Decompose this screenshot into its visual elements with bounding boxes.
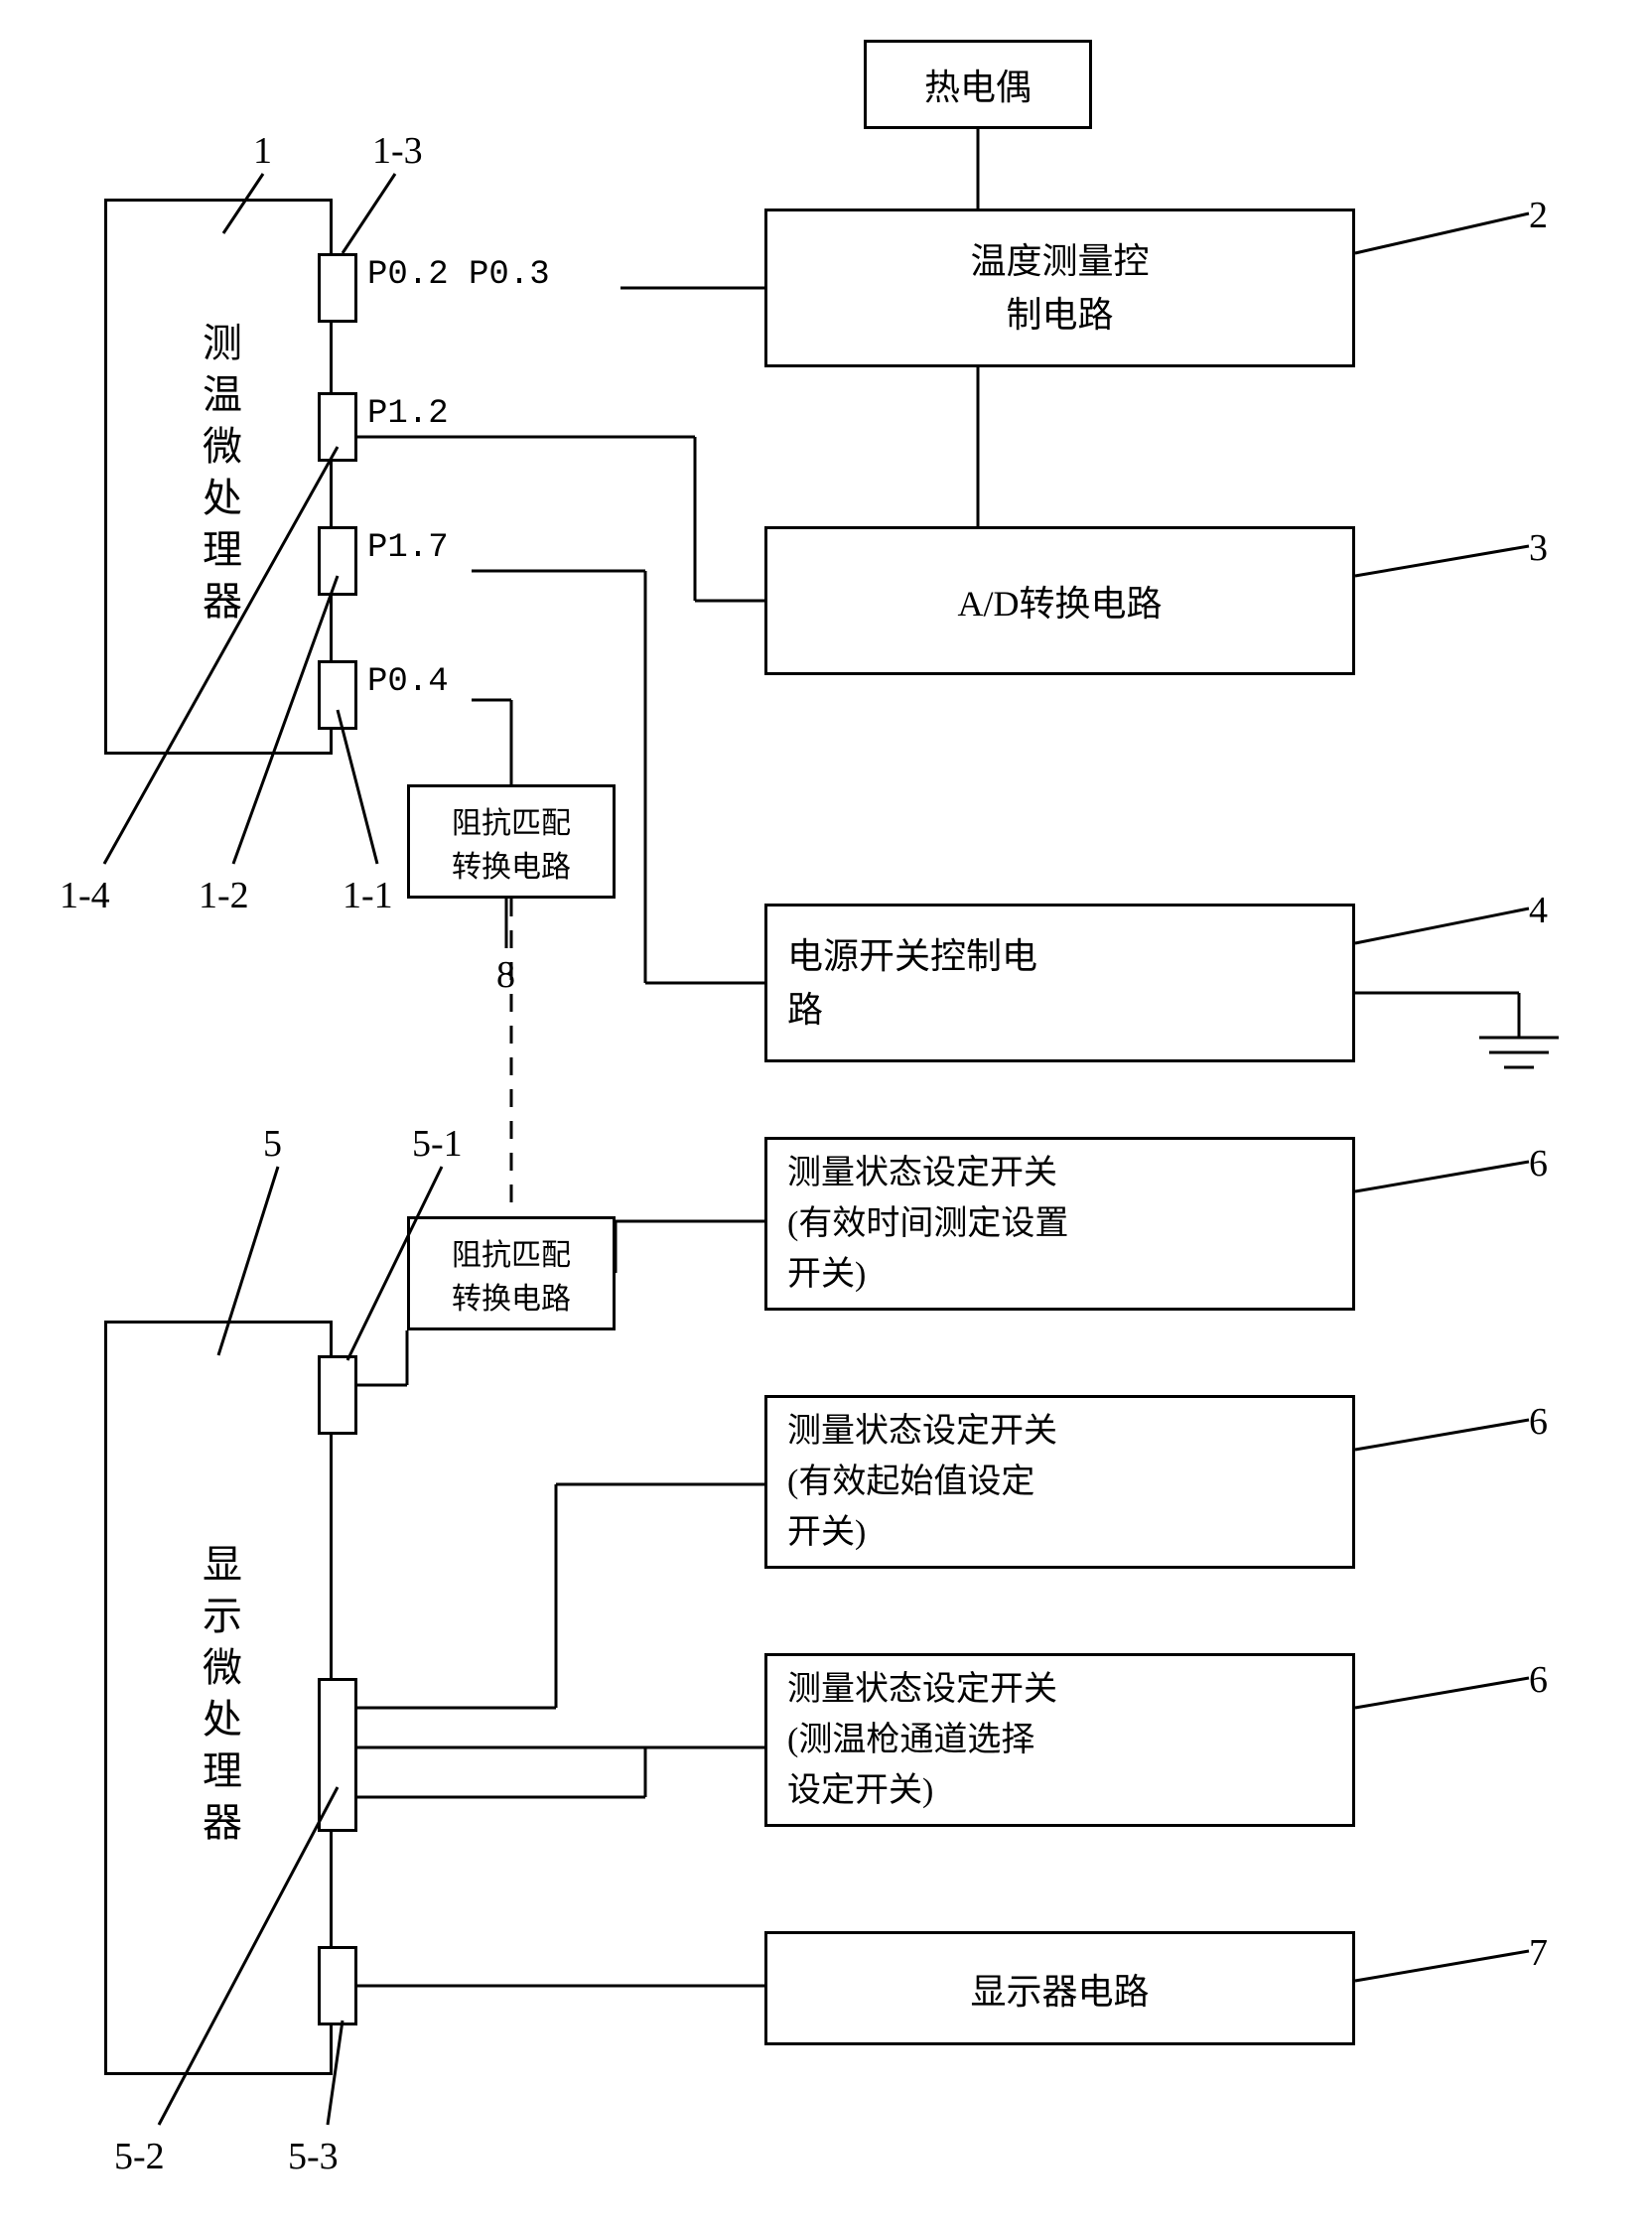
power-ctrl-label: 电源开关控制电 路 — [767, 929, 1352, 1037]
mcu-disp-label: 显示微处理器 — [190, 1543, 247, 1853]
ref-5-2: 5-2 — [114, 2135, 165, 2178]
temp-ctrl-label: 温度测量控 制电路 — [767, 234, 1352, 342]
port-label-p17: P1.7 — [367, 529, 449, 567]
port-1-1 — [318, 660, 357, 730]
ref-1-4: 1-4 — [60, 874, 110, 917]
display-block: 显示器电路 — [764, 1931, 1355, 2045]
ref-5-3: 5-3 — [288, 2135, 339, 2178]
port-1-3 — [318, 253, 357, 323]
ref-1: 1 — [253, 129, 272, 173]
ref-6c: 6 — [1529, 1658, 1548, 1702]
port-label-p12: P1.2 — [367, 395, 449, 433]
ref-6a: 6 — [1529, 1142, 1548, 1186]
ref-1-3: 1-3 — [372, 129, 423, 173]
ref-5-1: 5-1 — [412, 1122, 463, 1166]
sw-time-block: 测量状态设定开关 (有效时间测定设置 开关) — [764, 1137, 1355, 1311]
port-5-3 — [318, 1946, 357, 2025]
ref-2: 2 — [1529, 194, 1548, 237]
port-label-p04: P0.4 — [367, 663, 449, 701]
sw-start-block: 测量状态设定开关 (有效起始值设定 开关) — [764, 1395, 1355, 1569]
ref-7: 7 — [1529, 1931, 1548, 1975]
impedance-top-label: 阻抗匹配 转换电路 — [452, 798, 571, 886]
adc-label: A/D转换电路 — [958, 575, 1163, 627]
display-label: 显示器电路 — [970, 1963, 1149, 2015]
thermocouple-block: 热电偶 — [864, 40, 1092, 129]
sw-time-label: 测量状态设定开关 (有效时间测定设置 开关) — [767, 1148, 1352, 1300]
impedance-bot-label: 阻抗匹配 转换电路 — [452, 1230, 571, 1318]
port-1-4 — [318, 392, 357, 462]
adc-block: A/D转换电路 — [764, 526, 1355, 675]
port-1-2 — [318, 526, 357, 596]
ref-4: 4 — [1529, 889, 1548, 932]
thermocouple-label: 热电偶 — [924, 59, 1032, 110]
impedance-bot-block: 阻抗匹配 转换电路 — [407, 1216, 616, 1330]
sw-channel-label: 测量状态设定开关 (测温枪通道选择 设定开关) — [767, 1664, 1352, 1816]
mcu-disp-block: 显示微处理器 — [104, 1321, 333, 2075]
port-5-1 — [318, 1355, 357, 1435]
impedance-top-block: 阻抗匹配 转换电路 — [407, 784, 616, 899]
port-5-2 — [318, 1678, 357, 1832]
ref-5: 5 — [263, 1122, 282, 1166]
ref-1-1: 1-1 — [343, 874, 393, 917]
temp-ctrl-block: 温度测量控 制电路 — [764, 209, 1355, 367]
ref-8: 8 — [496, 953, 515, 997]
mcu-temp-label: 测温微处理器 — [190, 322, 247, 631]
ref-6b: 6 — [1529, 1400, 1548, 1444]
port-label-p02p03: P0.2 P0.3 — [367, 256, 550, 294]
sw-start-label: 测量状态设定开关 (有效起始值设定 开关) — [767, 1406, 1352, 1558]
ref-1-2: 1-2 — [199, 874, 249, 917]
mcu-temp-block: 测温微处理器 — [104, 199, 333, 755]
sw-channel-block: 测量状态设定开关 (测温枪通道选择 设定开关) — [764, 1653, 1355, 1827]
power-ctrl-block: 电源开关控制电 路 — [764, 904, 1355, 1062]
ref-3: 3 — [1529, 526, 1548, 570]
